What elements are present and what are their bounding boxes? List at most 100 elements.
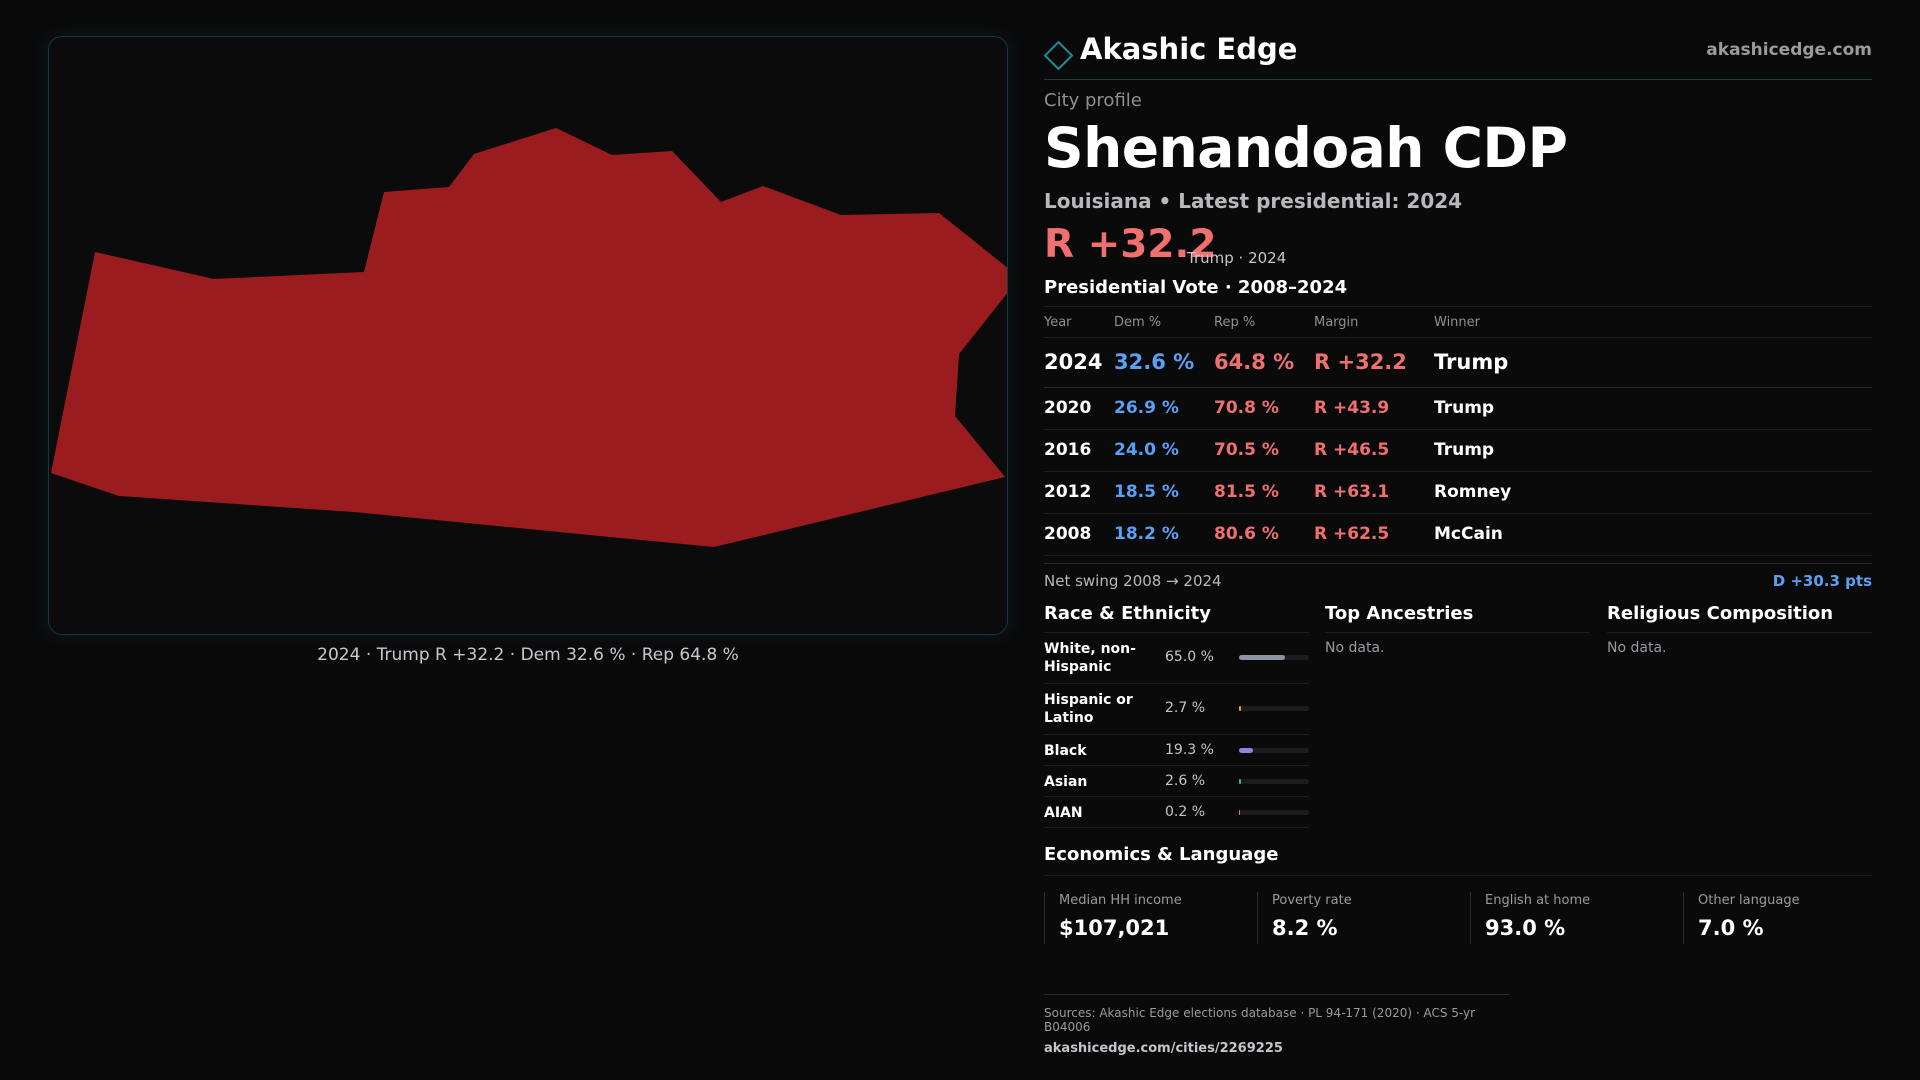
net-swing-label: Net swing 2008 → 2024 <box>1044 572 1222 590</box>
race-label: Black <box>1044 743 1087 759</box>
column-header-rep: Rep % <box>1214 315 1256 330</box>
race-label: White, non-Hispanic <box>1044 641 1136 675</box>
race-value: 65.0 % <box>1165 649 1214 665</box>
race-label: Hispanic or Latino <box>1044 692 1133 726</box>
row-margin: R +62.5 <box>1314 524 1390 544</box>
ancestries-empty-text: No data. <box>1325 640 1385 656</box>
race-bar-track <box>1239 748 1309 753</box>
row-winner: Trump <box>1434 350 1509 374</box>
ancestries-section: Top Ancestries No data. <box>1325 601 1590 656</box>
column-header-year: Year <box>1044 315 1072 330</box>
race-ethnicity-section: Race & Ethnicity White, non-Hispanic 65.… <box>1044 601 1309 828</box>
page-title: Shenandoah CDP <box>1044 116 1568 180</box>
race-label: Asian <box>1044 774 1088 790</box>
race-value: 19.3 % <box>1165 742 1214 758</box>
row-year: 2008 <box>1044 524 1092 544</box>
row-dem-share: 18.5 % <box>1114 482 1179 502</box>
city-boundary-shape[interactable] <box>51 128 1008 547</box>
row-dem-share: 26.9 % <box>1114 398 1179 418</box>
stat-label: Median HH income <box>1059 893 1182 908</box>
race-row: AIAN 0.2 % <box>1044 797 1309 828</box>
diamond-icon <box>1043 40 1074 71</box>
column-header-winner: Winner <box>1434 315 1481 330</box>
row-margin: R +63.1 <box>1314 482 1390 502</box>
row-rep-share: 70.5 % <box>1214 440 1279 460</box>
stat-value: $107,021 <box>1059 916 1170 940</box>
headline-margin-note: Trump · 2024 <box>1187 249 1287 267</box>
race-bar-fill <box>1239 706 1241 711</box>
economics-grid: Median HH income $107,021 Poverty rate 8… <box>1044 892 1872 944</box>
race-row: Asian 2.6 % <box>1044 766 1309 797</box>
race-value: 0.2 % <box>1165 804 1206 820</box>
race-bar-fill <box>1239 779 1241 784</box>
row-winner: Romney <box>1434 482 1512 502</box>
footer: Sources: Akashic Edge elections database… <box>1044 994 1509 1056</box>
religion-section: Religious Composition No data. <box>1607 601 1872 656</box>
brand-name[interactable]: Akashic Edge <box>1080 32 1298 66</box>
economics-title: Economics & Language <box>1044 844 1872 876</box>
row-rep-share: 80.6 % <box>1214 524 1279 544</box>
stat-value: 8.2 % <box>1272 916 1338 940</box>
race-ethnicity-title: Race & Ethnicity <box>1044 601 1309 633</box>
map-caption: 2024 · Trump R +32.2 · Dem 32.6 % · Rep … <box>317 645 739 665</box>
stat-label: Other language <box>1698 893 1800 908</box>
row-margin: R +46.5 <box>1314 440 1390 460</box>
row-margin: R +43.9 <box>1314 398 1390 418</box>
race-bar-track <box>1239 655 1309 660</box>
page-subtitle: Louisiana • Latest presidential: 2024 <box>1044 189 1463 213</box>
table-row: 2008 18.2 % 80.6 % R +62.5 McCain <box>1044 514 1872 556</box>
race-row: Black 19.3 % <box>1044 735 1309 766</box>
column-header-margin: Margin <box>1314 315 1359 330</box>
headline-margin: R +32.2 <box>1044 222 1217 267</box>
map-panel[interactable] <box>48 36 1008 635</box>
stat-median-income: Median HH income $107,021 <box>1044 892 1257 944</box>
race-bar-track <box>1239 779 1309 784</box>
race-bar-track <box>1239 706 1309 711</box>
race-bar-fill <box>1239 748 1253 753</box>
stat-english-at-home: English at home 93.0 % <box>1470 892 1683 944</box>
row-year: 2012 <box>1044 482 1092 502</box>
stat-value: 7.0 % <box>1698 916 1764 940</box>
stat-value: 93.0 % <box>1485 916 1566 940</box>
table-row: 2016 24.0 % 70.5 % R +46.5 Trump <box>1044 430 1872 472</box>
religion-title: Religious Composition <box>1607 601 1872 633</box>
presidential-vote-table: Year Dem % Rep % Margin Winner 2024 32.6… <box>1044 306 1872 556</box>
table-row: 2024 32.6 % 64.8 % R +32.2 Trump <box>1044 338 1872 388</box>
net-swing: Net swing 2008 → 2024 D +30.3 pts <box>1044 563 1872 599</box>
row-winner: Trump <box>1434 440 1495 460</box>
row-year: 2020 <box>1044 398 1092 418</box>
footer-url-link[interactable]: akashicedge.com/cities/2269225 <box>1044 1041 1283 1056</box>
row-winner: Trump <box>1434 398 1495 418</box>
race-value: 2.7 % <box>1165 700 1206 716</box>
presidential-vote-heading: Presidential Vote · 2008–2024 <box>1044 277 1348 298</box>
page-kicker: City profile <box>1044 90 1142 111</box>
stat-label: English at home <box>1485 893 1591 908</box>
net-swing-value: D +30.3 pts <box>1772 572 1872 590</box>
race-row: White, non-Hispanic 65.0 % <box>1044 633 1309 684</box>
row-rep-share: 70.8 % <box>1214 398 1279 418</box>
row-winner: McCain <box>1434 524 1503 544</box>
table-header: Year Dem % Rep % Margin Winner <box>1044 306 1872 338</box>
stat-poverty-rate: Poverty rate 8.2 % <box>1257 892 1470 944</box>
race-label: AIAN <box>1044 805 1083 821</box>
city-boundary-map[interactable] <box>49 37 1008 635</box>
race-value: 2.6 % <box>1165 773 1206 789</box>
race-bar-track <box>1239 810 1309 815</box>
ancestries-title: Top Ancestries <box>1325 601 1590 633</box>
table-row: 2012 18.5 % 81.5 % R +63.1 Romney <box>1044 472 1872 514</box>
footer-sources: Sources: Akashic Edge elections database… <box>1044 1006 1476 1034</box>
stat-label: Poverty rate <box>1272 893 1352 908</box>
stat-other-language: Other language 7.0 % <box>1683 892 1872 944</box>
row-dem-share: 32.6 % <box>1114 350 1195 374</box>
row-margin: R +32.2 <box>1314 350 1407 374</box>
race-bar-fill <box>1239 655 1285 660</box>
brand-header: Akashic Edge akashicedge.com <box>1043 30 1872 80</box>
religion-empty-text: No data. <box>1607 640 1667 656</box>
race-bar-fill <box>1239 810 1241 815</box>
row-dem-share: 18.2 % <box>1114 524 1179 544</box>
row-rep-share: 64.8 % <box>1214 350 1295 374</box>
row-year: 2016 <box>1044 440 1092 460</box>
row-dem-share: 24.0 % <box>1114 440 1179 460</box>
brand-url-link[interactable]: akashicedge.com <box>1706 40 1872 60</box>
column-header-dem: Dem % <box>1114 315 1162 330</box>
